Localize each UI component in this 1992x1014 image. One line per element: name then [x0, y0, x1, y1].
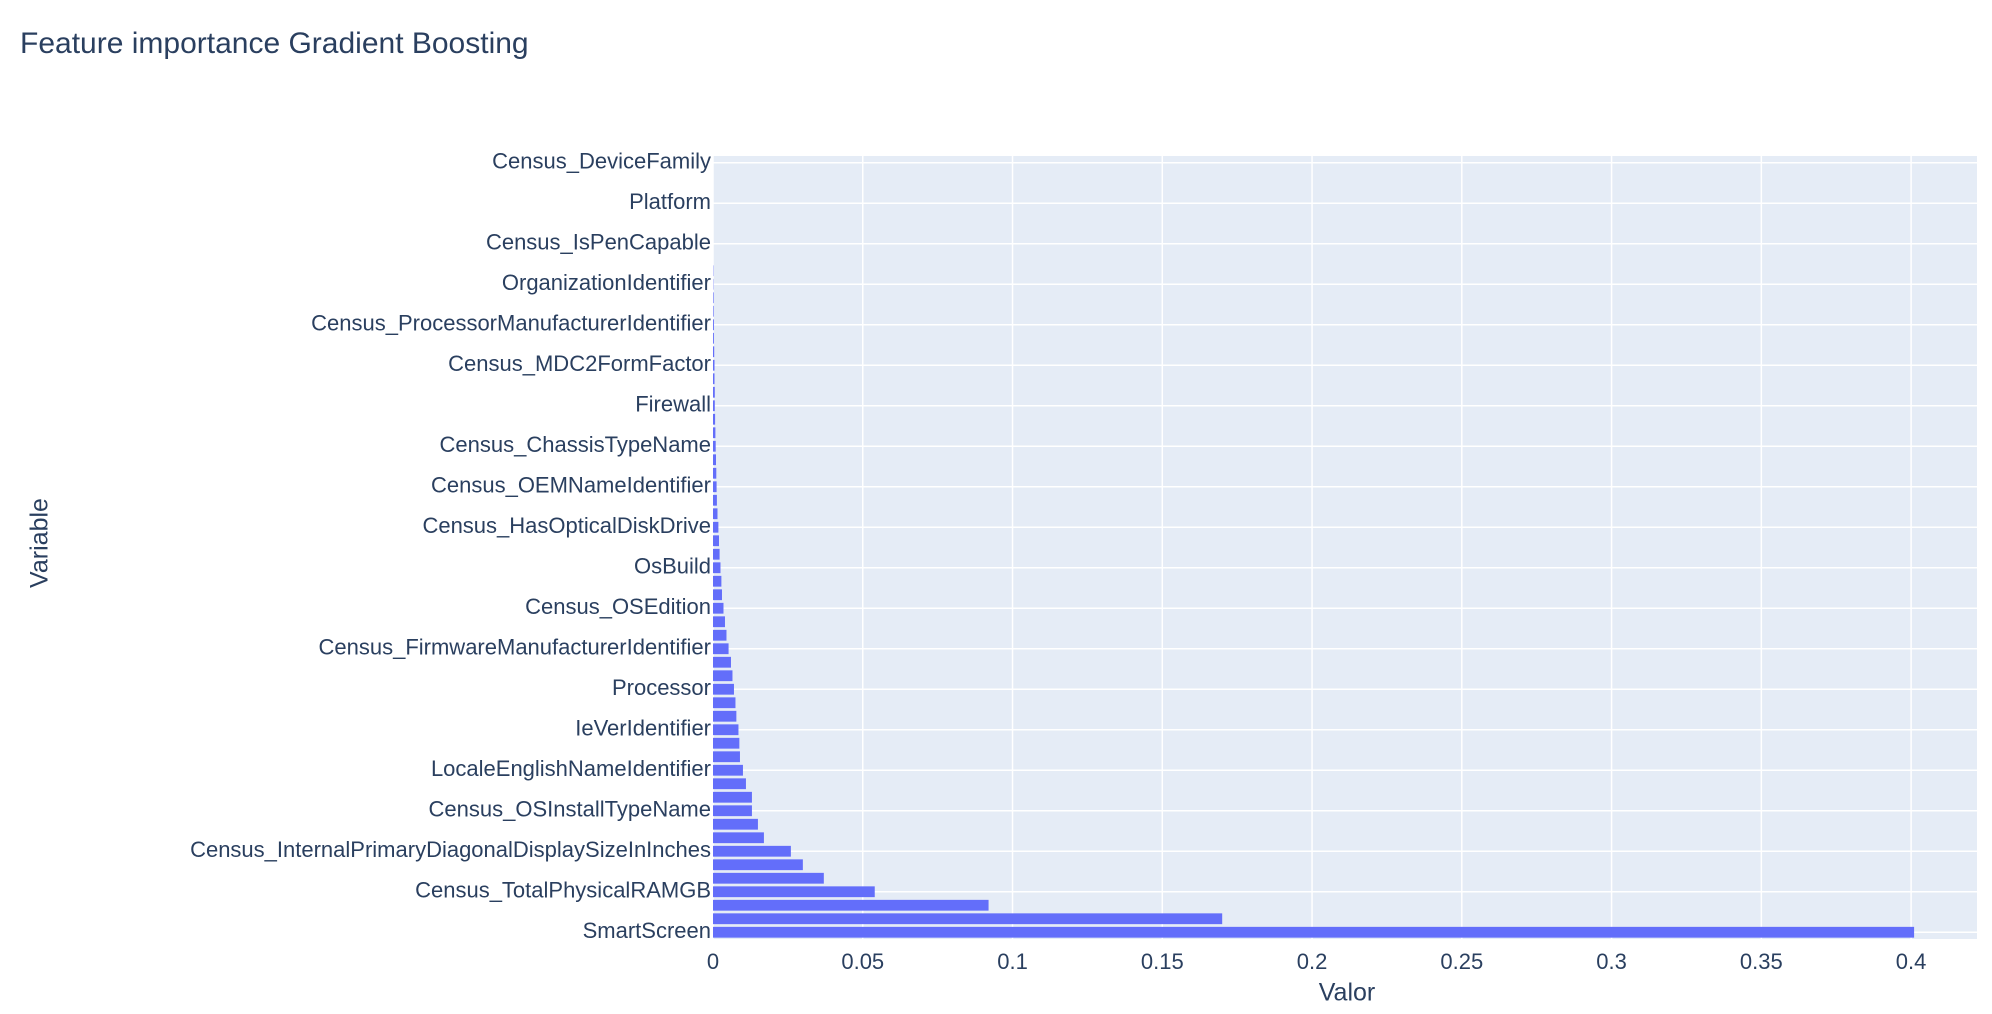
- x-axis-title: Valor: [1319, 979, 1376, 1007]
- y-tick-label: SmartScreen: [583, 918, 711, 943]
- bar: [713, 386, 715, 398]
- bar: [713, 764, 743, 776]
- y-tick-label: Census_OSEdition: [525, 594, 711, 619]
- bar: [713, 494, 717, 506]
- x-tick-label: 0.2: [1297, 949, 1328, 974]
- chart-title: Feature importance Gradient Boosting: [20, 27, 529, 60]
- bar: [713, 305, 714, 317]
- bar: [713, 832, 764, 844]
- bar: [713, 535, 719, 547]
- y-tick-label: OrganizationIdentifier: [502, 270, 711, 295]
- x-tick-label: 0.05: [841, 949, 884, 974]
- bar: [713, 332, 714, 344]
- bar: [713, 319, 714, 331]
- x-tick-label: 0.25: [1440, 949, 1483, 974]
- bar: [713, 913, 1223, 925]
- y-tick-label: Platform: [629, 189, 711, 214]
- y-tick-label: LocaleEnglishNameIdentifier: [431, 756, 711, 781]
- bar: [713, 616, 725, 628]
- x-tick-label: 0.35: [1740, 949, 1783, 974]
- bar: [713, 575, 722, 587]
- y-axis-title: Variable: [26, 498, 54, 588]
- bar: [713, 737, 740, 749]
- y-tick-label: Census_OSInstallTypeName: [429, 797, 711, 822]
- bar: [713, 454, 716, 466]
- bar: [713, 670, 733, 682]
- y-tick-label: Census_OEMNameIdentifier: [431, 473, 711, 498]
- bar: [713, 373, 715, 385]
- bar: [713, 872, 824, 884]
- y-tick-label: Census_FirmwareManufacturerIdentifier: [319, 635, 712, 660]
- bar: [713, 292, 714, 304]
- y-tick-label: Census_ChassisTypeName: [440, 432, 711, 457]
- x-tick-label: 0.1: [997, 949, 1028, 974]
- bar: [713, 926, 1915, 938]
- bar: [713, 697, 736, 709]
- plot-area: [713, 156, 1977, 939]
- bar: [713, 359, 715, 371]
- bar: [713, 886, 875, 898]
- y-tick-label: Census_DeviceFamily: [492, 149, 711, 174]
- bar: [713, 481, 717, 493]
- x-tick-label: 0.3: [1596, 949, 1627, 974]
- bar: [713, 602, 724, 614]
- y-tick-label: IeVerIdentifier: [575, 716, 711, 741]
- bar: [713, 643, 729, 655]
- y-tick-label: Census_ProcessorManufacturerIdentifier: [311, 311, 711, 336]
- x-tick-label: 0.4: [1896, 949, 1927, 974]
- bar: [713, 859, 803, 871]
- bar: [713, 440, 716, 452]
- y-tick-label: OsBuild: [634, 554, 711, 579]
- bar: [713, 656, 731, 668]
- bar: [713, 724, 739, 736]
- bar: [713, 899, 989, 911]
- y-tick-label: Census_MDC2FormFactor: [448, 351, 711, 376]
- y-tick-label: Firewall: [635, 392, 711, 417]
- bar: [713, 818, 758, 830]
- bar: [713, 845, 791, 857]
- bar: [713, 791, 752, 803]
- bar: [713, 629, 727, 641]
- bar: [713, 346, 715, 358]
- bar: [713, 427, 716, 439]
- y-tick-label: Census_IsPenCapable: [486, 230, 711, 255]
- bar: [713, 521, 719, 533]
- bar: [713, 778, 746, 790]
- y-tick-label: Census_InternalPrimaryDiagonalDisplaySiz…: [190, 837, 711, 862]
- bar: [713, 413, 716, 425]
- bar: [713, 805, 752, 817]
- x-tick-label: 0: [707, 949, 719, 974]
- bar: [713, 683, 734, 695]
- y-tick-label: Census_HasOpticalDiskDrive: [422, 513, 711, 538]
- bar: [713, 467, 717, 479]
- bar: [713, 548, 720, 560]
- bar: [713, 562, 721, 574]
- bar: [713, 589, 722, 601]
- x-tick-label: 0.15: [1141, 949, 1184, 974]
- y-tick-label: Processor: [612, 675, 711, 700]
- bar: [713, 751, 740, 763]
- bar: [713, 400, 715, 412]
- y-tick-label: Census_TotalPhysicalRAMGB: [415, 878, 711, 903]
- bar: [713, 710, 737, 722]
- bar: [713, 508, 718, 520]
